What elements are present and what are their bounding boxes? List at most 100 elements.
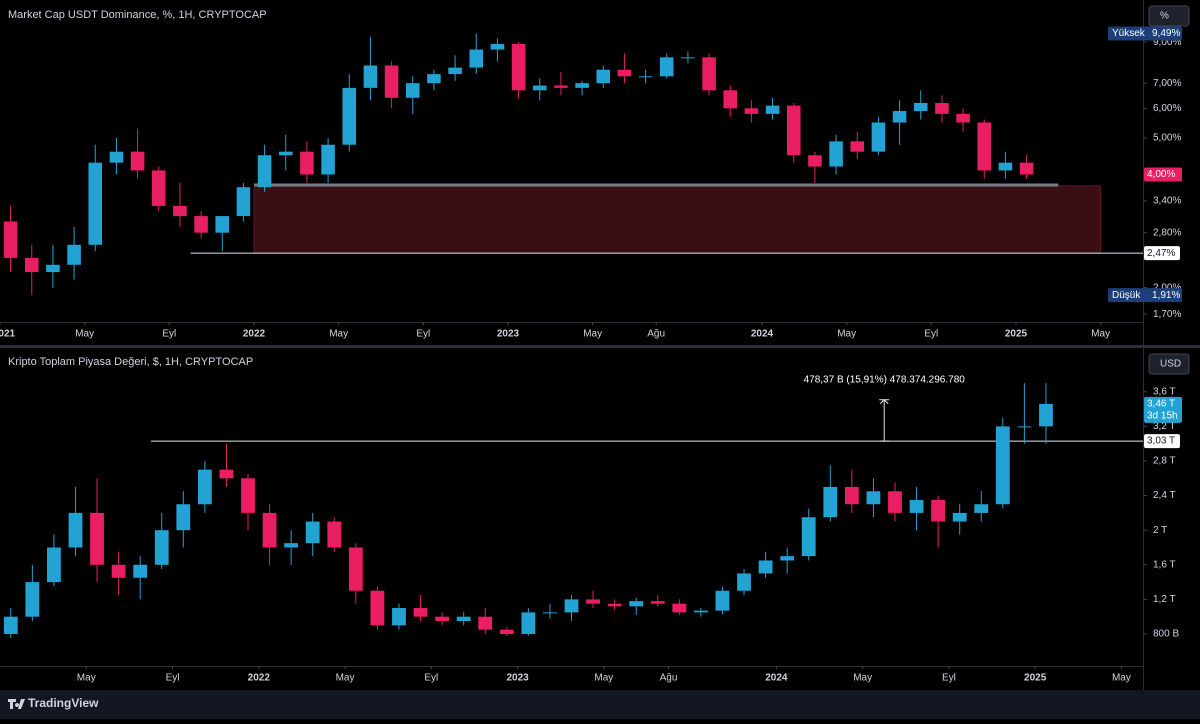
candle-body [490, 43, 505, 50]
candle-body [617, 69, 632, 77]
candle-body [956, 113, 970, 123]
x-tick-label: May [594, 673, 613, 684]
x-tick-label: May [1112, 673, 1131, 684]
candle-body [801, 517, 816, 557]
x-tick-label: 2025 [1024, 673, 1047, 684]
price-label: 3,03 T [1147, 436, 1175, 447]
candle-body [850, 141, 865, 152]
extreme-name: Yüksek [1112, 28, 1146, 39]
extreme-name: Düşük [1112, 290, 1141, 301]
x-tick-label: 2024 [751, 329, 774, 340]
candle-body [786, 105, 801, 156]
candle-body [715, 590, 730, 611]
x-tick-label: 2025 [1005, 329, 1028, 340]
countdown-label: 3d 15h [1147, 411, 1178, 422]
candle-body [327, 521, 342, 548]
candle-body [435, 616, 450, 622]
candle-body [511, 43, 526, 91]
candle-body [1039, 403, 1053, 427]
y-tick-label: 9,00% [1153, 37, 1181, 48]
logo [8, 699, 25, 709]
x-tick-label: 2022 [243, 329, 266, 340]
candle-body [586, 599, 600, 604]
candle-body [650, 601, 665, 604]
candle-body [3, 221, 18, 258]
candle-body [596, 69, 611, 84]
chart-title: Kripto Toplam Piyasa Değeri, $, 1H, CRYP… [8, 356, 253, 368]
candle-body [744, 108, 759, 114]
candle-body [499, 629, 514, 634]
candle-body [173, 205, 187, 217]
candle-body [90, 512, 104, 565]
candle-body [469, 49, 484, 68]
candle-body [241, 478, 255, 513]
candle-body [456, 616, 471, 622]
zone [253, 185, 1102, 254]
footer-bar [0, 690, 1200, 719]
candle-body [3, 616, 18, 634]
candle-body [363, 65, 378, 88]
candle-body [564, 599, 579, 613]
candle-body [977, 122, 992, 171]
brand: TradingView [28, 696, 99, 710]
x-tick-label: Eyl [166, 673, 180, 684]
y-tick-label: 3,6 T [1153, 386, 1176, 397]
x-tick-label: 2023 [506, 673, 529, 684]
candle-body [952, 512, 967, 522]
price-label-box [1144, 434, 1180, 449]
x-tick-label: Eyl [416, 329, 430, 340]
candle-body [300, 151, 314, 175]
candle-body [154, 530, 169, 565]
y-tick-label: 2,4 T [1153, 490, 1176, 501]
last-price-box [1144, 167, 1182, 182]
candle-body [392, 608, 406, 626]
candle-body [871, 122, 886, 152]
candle-body [521, 612, 536, 634]
candle-body [25, 582, 40, 617]
price-label: 2,47% [1147, 248, 1175, 259]
candle-body [1019, 162, 1034, 175]
candle-body [629, 601, 644, 607]
candle-body [133, 564, 148, 578]
x-tick-label: Eyl [942, 673, 956, 684]
price-label-box [1144, 246, 1180, 261]
x-tick-label: May [77, 673, 96, 684]
x-tick-label: May [1091, 329, 1110, 340]
candle-body [130, 151, 145, 171]
candle-body [342, 87, 357, 145]
currency-button [1148, 5, 1190, 27]
candle-body [702, 57, 716, 91]
candle-body [257, 155, 272, 188]
candle-body [892, 111, 907, 123]
candle-body [607, 603, 622, 607]
candle-body [236, 187, 251, 217]
candle-body [866, 491, 881, 505]
candle-body [111, 564, 126, 578]
candle-body [543, 612, 557, 614]
candle-body [931, 499, 946, 522]
candle-body [913, 102, 928, 112]
candle-body [844, 486, 859, 505]
candle-body [305, 521, 320, 544]
extreme-value: 1,91% [1152, 290, 1180, 301]
currency-label: USD [1160, 359, 1181, 370]
x-tick-label: May [837, 329, 856, 340]
candle-body [67, 244, 81, 265]
x-tick-label: May [75, 329, 94, 340]
candle-body [909, 499, 924, 513]
x-tick-label: May [583, 329, 602, 340]
y-tick-label: 2 T [1153, 525, 1167, 536]
candle-body [723, 90, 738, 109]
candle-body [532, 85, 547, 91]
y-tick-label: 2,00% [1153, 282, 1181, 293]
candle-body [681, 57, 695, 59]
candle-body [370, 590, 385, 626]
measure-arrowhead [879, 399, 890, 442]
candle-body [765, 105, 780, 114]
extreme-box [1108, 26, 1182, 41]
extreme-value: 9,49% [1152, 28, 1180, 39]
measure-label: 478,37 B (15,91%) 478.374.296.780 [804, 374, 966, 385]
x-tick-label: Eyl [924, 329, 938, 340]
candle-body [278, 151, 293, 156]
